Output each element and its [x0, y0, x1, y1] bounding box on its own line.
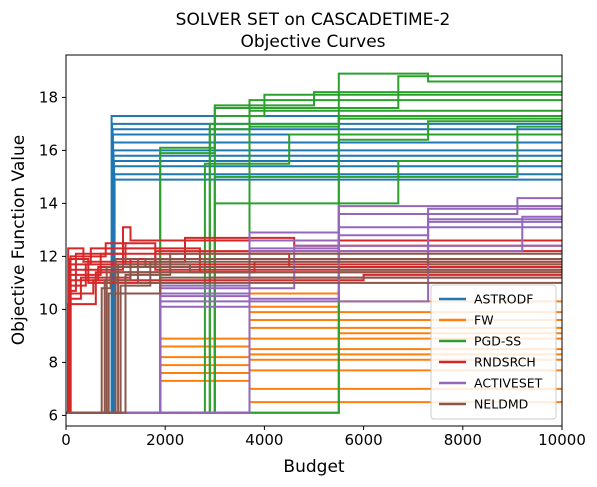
- legend-box: [430, 284, 557, 420]
- plot-frame: [65, 54, 563, 427]
- legend-label-pgd-ss: PGD-SS: [474, 334, 521, 349]
- x-tick-label: 8000: [444, 431, 482, 449]
- y-tick-label: 12: [39, 247, 58, 265]
- y-tick-label: 14: [39, 194, 58, 212]
- legend-label-activeset: ACTIVESET: [474, 376, 543, 391]
- chart-title: SOLVER SET on CASCADETIME-2: [176, 10, 451, 30]
- legend-label-rndsrch: RNDSRCH: [474, 355, 536, 370]
- legend: ASTRODF FW PGD-SS RNDSRCH ACTIVESET NELDMD: [430, 284, 557, 420]
- y-axis-ticks: 6 8 10 12 14 16 18: [39, 88, 66, 424]
- y-tick-label: 18: [39, 88, 58, 106]
- legend-label-astrodf: ASTRODF: [474, 292, 533, 307]
- legend-label-neldmd: NELDMD: [474, 397, 528, 412]
- x-tick-label: 6000: [345, 431, 383, 449]
- chart-subtitle: Objective Curves: [240, 32, 385, 52]
- curves-layer: [66, 72, 562, 414]
- legend-label-fw: FW: [474, 313, 494, 328]
- x-tick-label: 0: [61, 431, 71, 449]
- x-tick-label: 10000: [538, 431, 586, 449]
- y-tick-label: 16: [39, 141, 58, 159]
- x-tick-label: 2000: [146, 431, 184, 449]
- curve-neldmd-8: [66, 263, 562, 414]
- y-axis-label: Objective Function Value: [9, 135, 29, 345]
- curve-rndsrch-10: [66, 236, 562, 414]
- y-tick-label: 10: [39, 300, 58, 318]
- y-tick-label: 6: [48, 406, 58, 424]
- x-axis-label: Budget: [283, 457, 344, 477]
- x-axis-ticks: 0 2000 4000 6000 8000 10000: [61, 426, 586, 449]
- curve-activeset-8: [66, 215, 562, 414]
- series-neldmd: [66, 252, 562, 414]
- curve-neldmd-2: [66, 266, 562, 414]
- y-tick-label: 8: [48, 353, 58, 371]
- curve-neldmd-3: [66, 258, 562, 414]
- x-tick-label: 4000: [245, 431, 283, 449]
- curve-activeset-6: [66, 218, 562, 414]
